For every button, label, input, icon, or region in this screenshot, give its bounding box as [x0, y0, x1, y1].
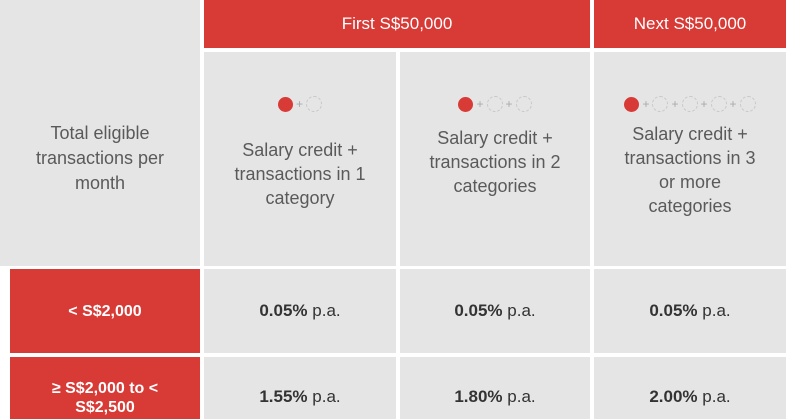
category-3-description: Salary credit + transactions in 3 or mor…: [624, 124, 756, 216]
red-dot-icon: [624, 96, 640, 112]
plus-icon: +: [295, 97, 303, 111]
rate-value: 0.05%: [454, 301, 503, 320]
rate-cell: 2.00% p.a.: [594, 357, 786, 419]
rate-suffix: p.a.: [307, 301, 341, 320]
rate-cell: 1.55% p.a.: [204, 357, 396, 419]
next-tier-header: Next S$50,000: [594, 0, 786, 48]
category-1-description: Salary credit + transactions in 1 catego…: [234, 140, 366, 208]
plus-icon: +: [671, 97, 679, 111]
next-tier-label: Next S$50,000: [633, 14, 747, 33]
category-col-2: + + Salary credit + transactions in 2 ca…: [400, 52, 590, 266]
empty-circle-icon: [306, 96, 322, 112]
plus-icon: +: [505, 97, 513, 111]
empty-circle-icon: [739, 96, 756, 112]
rate-suffix: p.a.: [697, 301, 731, 320]
category-3-icons: + + + +: [624, 94, 756, 114]
empty-circle-icon: [710, 96, 727, 112]
rate-cell: 0.05% p.a.: [400, 269, 590, 353]
plus-icon: +: [642, 97, 650, 111]
category-1-icons: +: [277, 94, 322, 114]
tier-row-1-label: < S$2,000: [10, 269, 200, 353]
first-tier-header: First S$50,000: [204, 0, 590, 48]
plus-icon: +: [729, 97, 737, 111]
first-tier-label: First S$50,000: [341, 14, 453, 33]
rate-value: 0.05%: [649, 301, 698, 320]
rate-suffix: p.a.: [307, 387, 341, 406]
category-2-description: Salary credit + transactions in 2 catego…: [429, 128, 561, 196]
empty-circle-icon: [515, 96, 532, 112]
category-col-3: + + + + Salary credit + transactions in …: [594, 52, 786, 266]
category-2-icons: + +: [458, 94, 532, 114]
row-label-header: Total eligible transactions per month: [0, 50, 200, 266]
empty-circle-icon: [681, 96, 698, 112]
plus-icon: +: [476, 97, 484, 111]
row-label-header-text: Total eligible transactions per month: [35, 122, 165, 193]
rate-suffix: p.a.: [502, 387, 536, 406]
rate-value: 0.05%: [259, 301, 308, 320]
rate-suffix: p.a.: [502, 301, 536, 320]
rate-value: 1.80%: [454, 387, 503, 406]
tier-1-text: < S$2,000: [68, 302, 142, 320]
rate-cell: 0.05% p.a.: [204, 269, 396, 353]
plus-icon: +: [700, 97, 708, 111]
rate-cell: 0.05% p.a.: [594, 269, 786, 353]
tier-row-2-label: ≥ S$2,000 to < S$2,500: [10, 357, 200, 419]
empty-circle-icon: [652, 96, 669, 112]
red-dot-icon: [277, 96, 293, 112]
rate-value: 1.55%: [259, 387, 308, 406]
corner-cell: [0, 0, 200, 266]
rate-value: 2.00%: [649, 387, 698, 406]
rate-suffix: p.a.: [697, 387, 731, 406]
red-dot-icon: [458, 96, 474, 112]
empty-circle-icon: [486, 96, 503, 112]
rate-cell: 1.80% p.a.: [400, 357, 590, 419]
category-col-1: + Salary credit + transactions in 1 cate…: [204, 52, 396, 266]
tier-2-text: ≥ S$2,000 to < S$2,500: [51, 380, 159, 416]
